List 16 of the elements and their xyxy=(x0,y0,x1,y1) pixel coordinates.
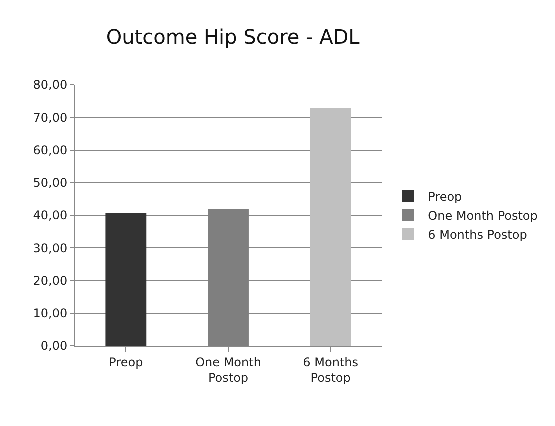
y-tick-label: 0,00 xyxy=(40,339,68,354)
y-tick-label: 70,00 xyxy=(33,110,68,125)
legend-label: One Month Postop xyxy=(428,209,538,224)
legend-label: 6 Months Postop xyxy=(428,228,528,242)
y-tick-label: 10,00 xyxy=(33,306,68,321)
y-tick-label: 50,00 xyxy=(33,176,68,190)
y-tick-label: 30,00 xyxy=(33,241,68,256)
y-tick-label: 40,00 xyxy=(33,208,68,223)
x-tick-label: One Month Postop xyxy=(196,355,262,385)
x-tick-label: Preop xyxy=(109,355,144,370)
x-tick-label: 6 Months Postop xyxy=(303,355,358,385)
y-tick-label: 80,00 xyxy=(33,78,68,92)
chart-title: Outcome Hip Score - ADL xyxy=(106,24,361,49)
y-tick-label: 20,00 xyxy=(33,274,68,288)
legend-label: Preop xyxy=(428,190,462,204)
y-tick-label: 60,00 xyxy=(33,143,68,158)
